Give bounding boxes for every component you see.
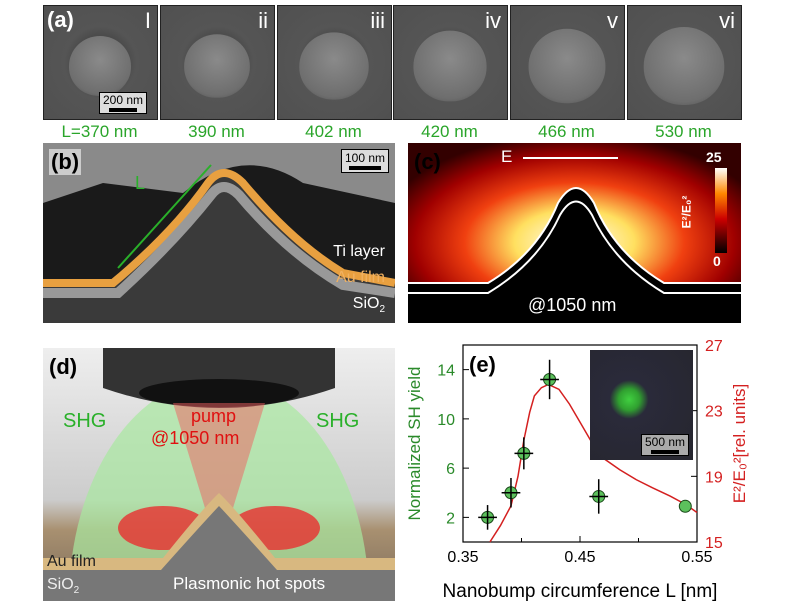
y-left-axis-label: Normalized SH yield — [405, 367, 424, 521]
sio2-label: SiO2 — [352, 295, 385, 316]
nanobump — [413, 30, 487, 102]
pump-label: pump — [191, 406, 237, 426]
y-right-axis-label: E²/E₀²[rel. units] — [730, 384, 749, 503]
nanobump — [528, 28, 606, 104]
y-right-tick-label: 27 — [705, 340, 723, 355]
sem-image: I (a) 200 nm — [43, 5, 158, 120]
panel-label: (d) — [49, 354, 78, 379]
x-tick-label: 0.55 — [681, 549, 712, 566]
pump-wavelength-label: @1050 nm — [151, 428, 240, 448]
nanobump — [299, 32, 369, 100]
inset-image: 500 nm — [590, 350, 693, 460]
x-tick-label: 0.45 — [564, 549, 595, 566]
panel-label: (a) — [47, 7, 74, 32]
colorbar — [715, 168, 727, 253]
image-index: iii — [370, 8, 385, 33]
nanobump — [69, 36, 131, 96]
image-index: v — [607, 8, 618, 33]
length-label: 402 nm — [305, 122, 362, 141]
field-label: E — [501, 147, 513, 166]
field-enhancement-curve — [489, 383, 698, 543]
panel-label: (b) — [49, 149, 82, 175]
sem-image: vi — [627, 5, 742, 120]
colorbar-label: E²/E₀² — [679, 195, 694, 229]
colorbar-min: 0 — [713, 253, 721, 269]
x-axis-label: Nanobump circumference L [nm] — [443, 581, 718, 602]
y-right-tick-label: 15 — [705, 535, 723, 552]
image-index: I — [144, 8, 151, 33]
length-label: 466 nm — [538, 122, 595, 141]
sem-image: ii — [160, 5, 275, 120]
nanobump — [643, 27, 725, 105]
au-film-label: Au film — [47, 553, 96, 570]
nanobump — [184, 34, 250, 98]
field-map — [408, 143, 741, 323]
inset-scale-bar: 500 nm — [640, 434, 689, 456]
y-left-tick-label: 10 — [437, 412, 455, 429]
y-right-tick-label: 19 — [705, 469, 723, 486]
sem-image: iv — [393, 5, 508, 120]
sem-image: iii — [277, 5, 392, 120]
sio2-label: SiO2 — [47, 576, 80, 597]
panel-b: (b) L 100 nm Ti layer Au film SiO2 — [43, 143, 395, 323]
length-arrow — [117, 164, 212, 269]
image-index: ii — [258, 8, 268, 33]
panel-label: (c) — [414, 149, 441, 174]
hot-spots-label: Plasmonic hot spots — [173, 574, 326, 593]
shg-right-label: SHG — [316, 410, 360, 432]
length-label: 390 nm — [188, 122, 245, 141]
panel-e-chart: 0.35 0.45 0.55 2 6 10 14 15 19 23 27 Nanobump circu… — [405, 340, 749, 602]
au-film-label: Au film — [336, 269, 385, 286]
image-index: iv — [485, 8, 501, 33]
sem-image: v — [510, 5, 625, 120]
panel-c: (c) E 25 0 E²/E₀² @1050 nm — [408, 143, 741, 323]
schematic — [43, 348, 395, 601]
length-label: L=370 nm — [61, 122, 138, 141]
panel-d: (d) SHG SHG pump @1050 nm Au film SiO2 P… — [43, 348, 395, 601]
cross-section-image — [43, 143, 395, 323]
scale-bar: 200 nm — [99, 92, 148, 114]
y-left-tick-label: 6 — [446, 461, 455, 478]
y-right-tick-label: 23 — [705, 404, 723, 421]
panel-label: (e) — [469, 352, 496, 377]
y-left-tick-label: 2 — [446, 510, 455, 527]
length-label: L — [135, 173, 146, 193]
scale-bar: 100 nm — [340, 149, 389, 173]
image-index: vi — [719, 8, 735, 33]
ti-layer-label: Ti layer — [333, 243, 385, 260]
wavelength-label: @1050 nm — [528, 295, 617, 315]
length-label: 420 nm — [421, 122, 478, 141]
length-label: 530 nm — [655, 122, 712, 141]
shg-left-label: SHG — [63, 410, 107, 432]
data-point — [678, 499, 692, 513]
colorbar-max: 25 — [706, 149, 722, 165]
y-left-tick-label: 14 — [437, 363, 455, 380]
x-tick-label: 0.35 — [447, 549, 478, 566]
